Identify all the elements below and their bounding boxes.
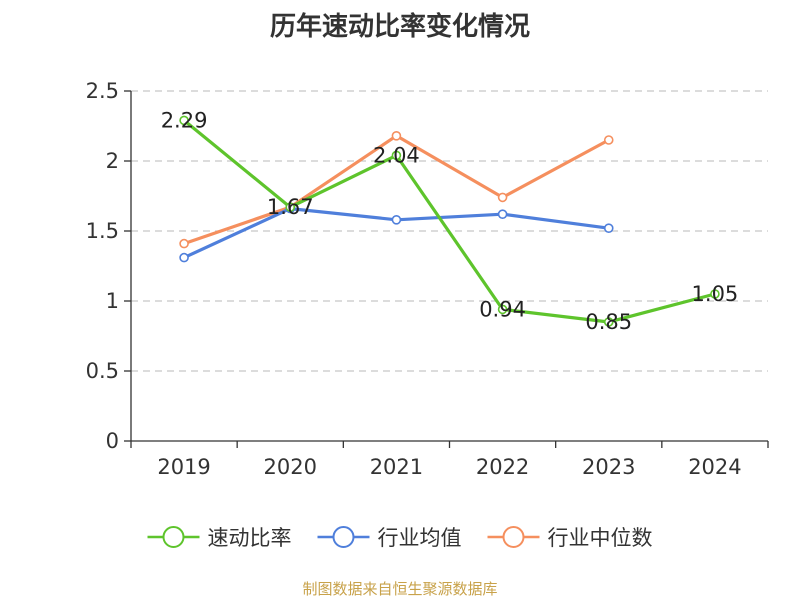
x-tick-label: 2022 bbox=[476, 455, 529, 479]
data-label: 2.04 bbox=[373, 143, 420, 167]
y-tick-label: 0.5 bbox=[86, 359, 119, 383]
legend-marker-icon bbox=[332, 526, 355, 548]
data-label: 0.85 bbox=[585, 310, 632, 334]
data-point bbox=[497, 209, 508, 219]
data-point bbox=[497, 192, 508, 203]
data-point bbox=[603, 317, 614, 327]
series-line bbox=[183, 119, 716, 324]
y-tick-label: 0 bbox=[106, 429, 119, 453]
legend-item[interactable]: 行业均值 bbox=[317, 526, 462, 550]
data-point bbox=[391, 150, 402, 161]
legend[interactable]: 速动比率 行业均值 行业中位数 bbox=[147, 526, 653, 550]
data-point bbox=[391, 131, 402, 141]
legend-item[interactable]: 行业中位数 bbox=[487, 526, 653, 550]
data-point bbox=[179, 238, 189, 249]
data-point bbox=[603, 223, 614, 233]
data-label: 0.94 bbox=[479, 297, 526, 321]
data-source-note: 制图数据来自恒生聚源数据库 bbox=[302, 580, 498, 598]
data-label: 1.05 bbox=[692, 282, 739, 306]
data-point bbox=[603, 135, 614, 145]
legend-marker-icon bbox=[162, 526, 185, 548]
x-tick-label: 2020 bbox=[264, 455, 317, 479]
x-tick-label: 2021 bbox=[370, 455, 423, 479]
legend-item[interactable]: 速动比率 bbox=[147, 526, 292, 550]
y-tick-label: 2.5 bbox=[86, 79, 119, 103]
axes: 0 0.5 1 1.5 2 2.5 2019 2020 2021 2022 2023 2024 bbox=[86, 79, 769, 479]
y-tick-label: 2 bbox=[106, 149, 119, 173]
data-label: 2.29 bbox=[161, 108, 208, 132]
x-tick-label: 2024 bbox=[688, 455, 741, 479]
data-point bbox=[179, 252, 189, 263]
data-point bbox=[710, 289, 720, 299]
legend-label: 速动比率 bbox=[208, 526, 292, 550]
legend-marker-icon bbox=[502, 526, 525, 548]
data-point bbox=[497, 304, 508, 315]
y-tick-label: 1 bbox=[106, 289, 119, 313]
data-point bbox=[285, 202, 296, 212]
y-tick-label: 1.5 bbox=[86, 219, 119, 243]
legend-label: 行业均值 bbox=[378, 526, 462, 550]
legend-label: 行业中位数 bbox=[548, 526, 653, 550]
data-point bbox=[391, 215, 402, 225]
data-labels: 2.29 1.67 2.04 0.94 0.85 1.05 bbox=[161, 108, 739, 334]
x-tick-label: 2023 bbox=[582, 455, 635, 479]
data-label: 1.67 bbox=[267, 195, 314, 219]
chart-title: 历年速动比率变化情况 bbox=[269, 12, 530, 42]
series-lines bbox=[179, 115, 720, 327]
data-point bbox=[179, 115, 189, 126]
x-tick-label: 2019 bbox=[157, 455, 210, 479]
